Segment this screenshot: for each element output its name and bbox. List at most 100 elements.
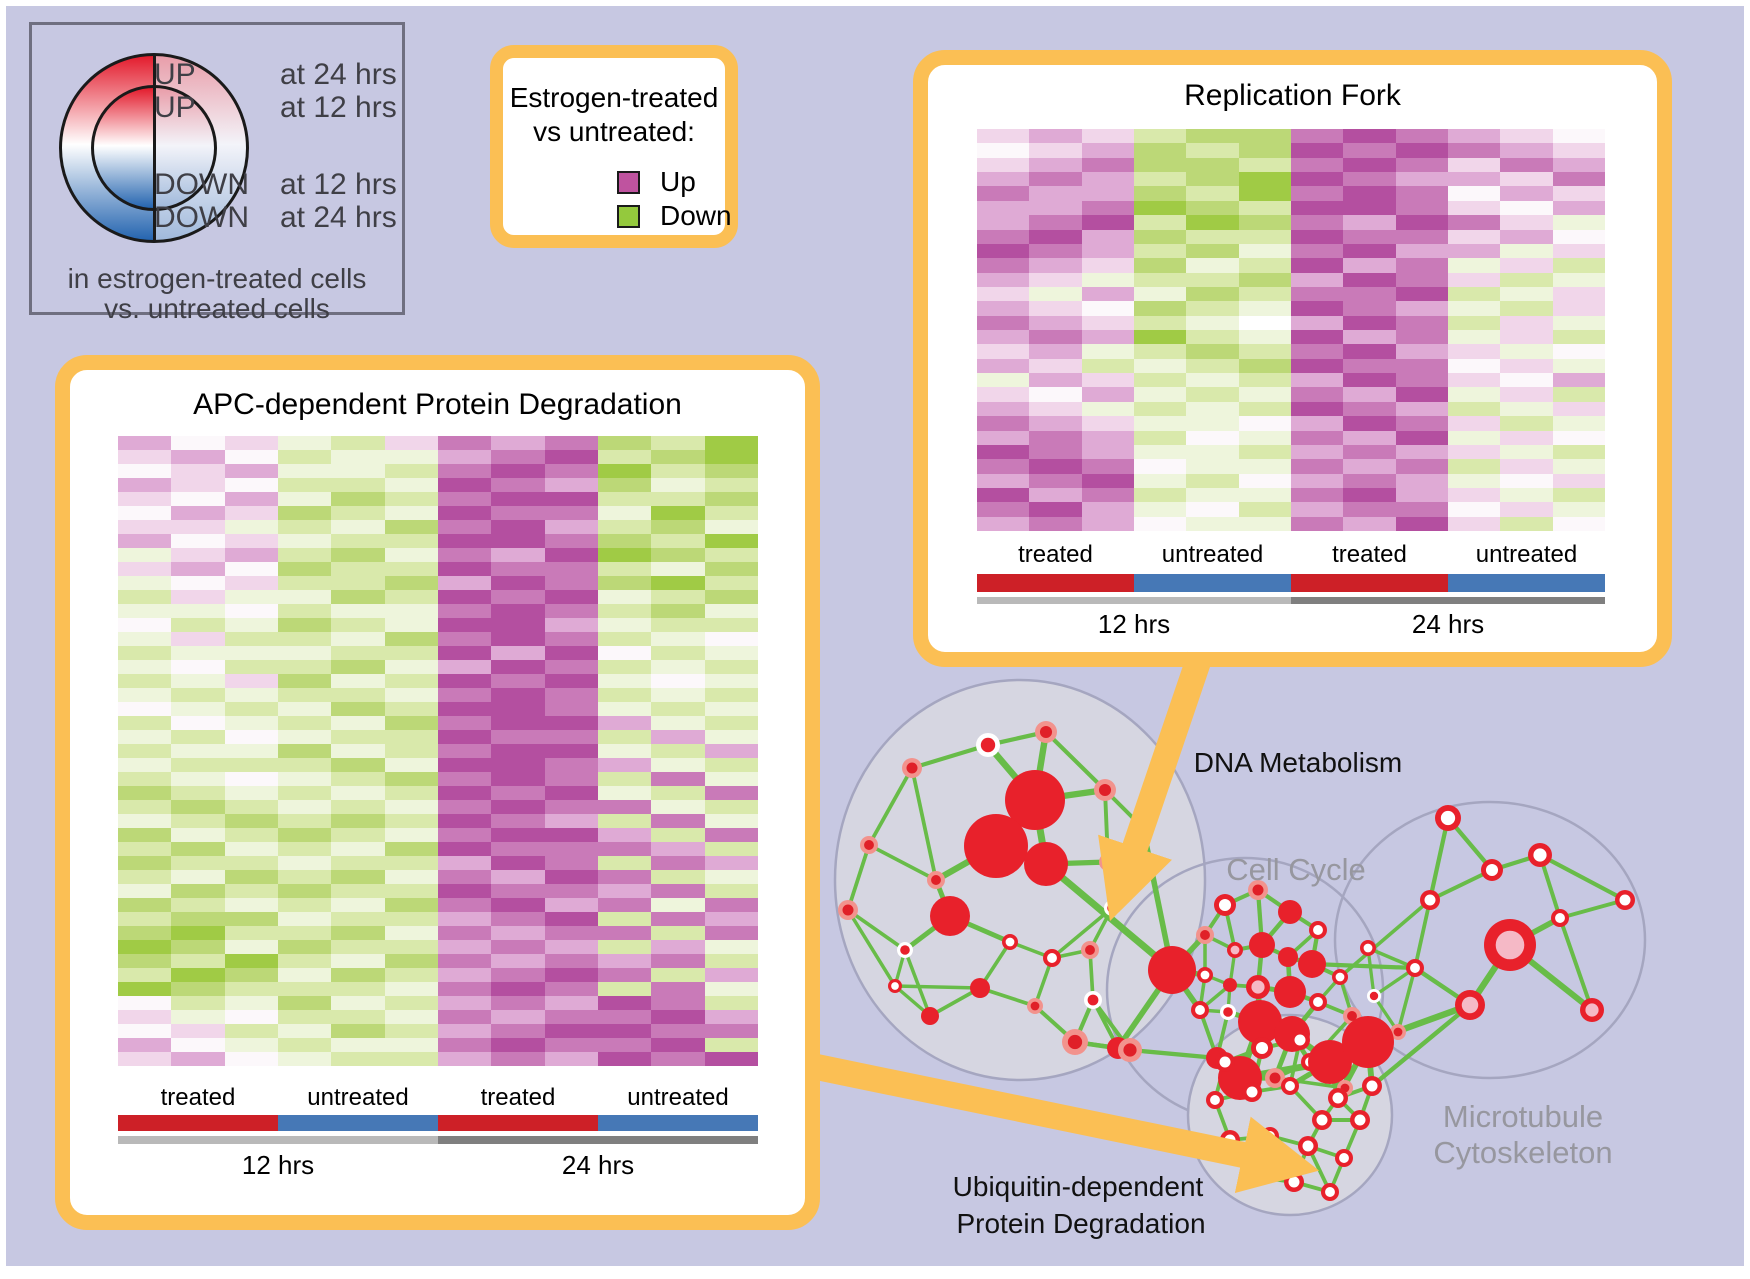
heatmap-cell xyxy=(1290,416,1344,431)
heatmap-cell xyxy=(1500,229,1553,244)
up-label: Up xyxy=(660,166,696,197)
heatmap-cell xyxy=(544,534,598,548)
heatmap-cell xyxy=(704,870,758,884)
heatmap-cell xyxy=(1343,286,1396,302)
heatmap-cell xyxy=(437,940,492,954)
heatmap-cell xyxy=(331,674,385,688)
gene-node-center xyxy=(1251,980,1265,994)
legend-dir-up-24: UP xyxy=(154,58,196,91)
heatmap-cell xyxy=(1447,243,1501,259)
heatmap-cell xyxy=(704,1038,758,1052)
heatmap-cell xyxy=(1081,200,1134,216)
color-key-title-line1: Estrogen-treated xyxy=(509,82,719,113)
heatmap-cell xyxy=(1500,344,1553,359)
heatmap-cell xyxy=(1552,358,1605,374)
network-edge xyxy=(846,909,897,987)
heatmap-cell xyxy=(277,772,332,786)
apc-sample-labels: treated untreated treated untreated xyxy=(118,1084,758,1112)
heatmap-cell xyxy=(437,828,492,842)
sample-group-bar-segment xyxy=(438,1115,598,1131)
heatmap-cell xyxy=(1395,401,1448,417)
heatmap-cell xyxy=(491,1038,545,1052)
gene-node-center xyxy=(1030,1001,1040,1011)
heatmap-cell xyxy=(331,660,385,674)
heatmap-cell xyxy=(491,996,545,1010)
heatmap-cell xyxy=(384,870,438,884)
gene-node-center xyxy=(1107,903,1117,913)
heatmap-cell xyxy=(1186,416,1239,431)
heatmap-row xyxy=(118,506,758,520)
heatmap-cell xyxy=(171,618,225,632)
heatmap-cell xyxy=(384,716,438,730)
time-label: 24 hrs xyxy=(1411,609,1485,639)
heatmap-cell xyxy=(1500,200,1553,216)
heatmap-cell xyxy=(1447,344,1501,359)
heatmap-cell xyxy=(651,660,705,674)
heatmap-cell xyxy=(1343,129,1396,144)
heatmap-cell xyxy=(437,576,492,590)
heatmap-cell xyxy=(1290,143,1344,158)
heatmap-cell xyxy=(1029,315,1082,331)
heatmap-cell xyxy=(1290,502,1344,517)
heatmap-cell xyxy=(277,464,332,478)
heatmap-row xyxy=(977,473,1605,488)
heatmap-cell xyxy=(491,660,545,674)
heatmap-cell xyxy=(704,450,758,464)
heatmap-cell xyxy=(171,464,225,478)
heatmap-cell xyxy=(544,506,598,520)
heatmap-cell xyxy=(597,450,652,464)
heatmap-cell xyxy=(277,632,332,646)
heatmap-cell xyxy=(1290,315,1344,331)
heatmap-cell xyxy=(331,632,385,646)
heatmap-cell xyxy=(171,506,225,520)
heatmap-cell xyxy=(437,660,492,674)
heatmap-cell xyxy=(704,828,758,842)
heatmap-cell xyxy=(597,604,652,618)
heatmap-cell xyxy=(1500,516,1553,532)
heatmap-cell xyxy=(491,800,545,814)
heatmap-row xyxy=(118,688,758,702)
heatmap-cell xyxy=(1343,387,1396,402)
heatmap-cell xyxy=(331,800,385,814)
up-down-legend-box: UP at 24 hrs UP at 12 hrs DOWN at 12 hrs… xyxy=(29,22,405,324)
heatmap-cell xyxy=(1186,157,1239,173)
heatmap-cell xyxy=(1186,301,1239,316)
heatmap-cell xyxy=(651,1038,705,1052)
heatmap-cell xyxy=(384,604,438,618)
heatmap-cell xyxy=(224,968,278,982)
heatmap-cell xyxy=(1238,387,1291,402)
heatmap-row xyxy=(118,436,758,450)
heatmap-cell xyxy=(118,1024,172,1038)
time-bar-segment xyxy=(977,597,1291,604)
heatmap-cell xyxy=(224,688,278,702)
heatmap-cell xyxy=(1186,172,1239,187)
heatmap-cell xyxy=(1395,330,1448,345)
replication-fork-title: Replication Fork xyxy=(1184,79,1401,112)
heatmap-cell xyxy=(1343,143,1396,158)
heatmap-cell xyxy=(491,464,545,478)
heatmap-cell xyxy=(1343,301,1396,316)
heatmap-cell xyxy=(1186,444,1239,460)
heatmap-cell xyxy=(491,758,545,772)
gene-node-center xyxy=(1285,1081,1295,1091)
heatmap-cell xyxy=(224,870,278,884)
heatmap-cell xyxy=(1186,243,1239,259)
heatmap-cell xyxy=(277,968,332,982)
heatmap-cell xyxy=(597,478,652,492)
gene-node-center xyxy=(1354,1114,1366,1126)
heatmap-cell xyxy=(118,968,172,982)
heatmap-cell xyxy=(384,814,438,828)
heatmap-cell xyxy=(977,186,1030,201)
heatmap-row xyxy=(977,258,1605,273)
heatmap-cell xyxy=(1552,416,1605,431)
heatmap-cell xyxy=(1447,502,1501,517)
heatmap-cell xyxy=(1029,416,1082,431)
heatmap-cell xyxy=(1133,143,1187,158)
heatmap-cell xyxy=(1447,258,1501,273)
heatmap-cell xyxy=(977,459,1030,474)
heatmap-cell xyxy=(277,1052,332,1066)
heatmap-cell xyxy=(437,842,492,856)
heatmap-row xyxy=(118,800,758,814)
network-edge xyxy=(1370,1003,1472,1088)
heatmap-cell xyxy=(651,646,705,660)
